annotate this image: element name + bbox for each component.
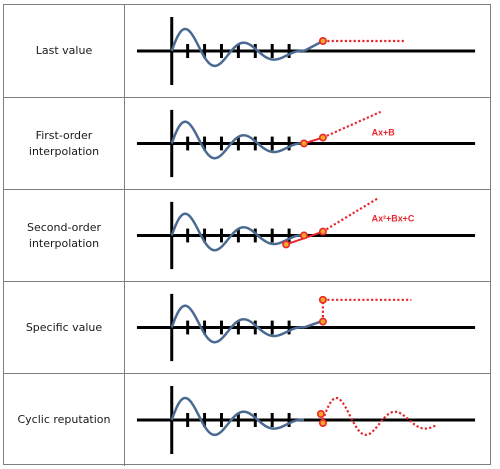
- plot-specific-value: [125, 282, 490, 373]
- signal-curve: [170, 212, 305, 252]
- sample-point-marker: [318, 133, 327, 142]
- label-cell: First-order interpolation: [4, 98, 125, 189]
- plot-svg: Ax+B: [136, 109, 476, 178]
- plot-first-order: Ax+B: [125, 98, 490, 189]
- signal-curve: [170, 120, 305, 160]
- sample-point-marker: [300, 231, 308, 240]
- sample-point-marker: [316, 409, 325, 418]
- plot-svg: [136, 386, 476, 454]
- signal-curve: [170, 27, 305, 68]
- sample-point-marker: [318, 36, 327, 45]
- row-last-value: Last value: [4, 5, 490, 97]
- linear-extrapolation: [322, 110, 382, 139]
- plot-second-order: Ax²+Bx+C: [125, 190, 490, 281]
- signal-end: [303, 320, 322, 329]
- row-first-order: First-order interpolation Ax+B: [4, 97, 490, 189]
- sample-point-marker: [318, 295, 327, 304]
- row-specific-value: Specific value: [4, 281, 490, 373]
- label-cell: Last value: [4, 5, 125, 97]
- plot-cyclic: [125, 374, 490, 466]
- extrapolation-methods-table: Last value First-order interpolation Ax+…: [3, 4, 491, 466]
- method-label: Cyclic reputation: [17, 413, 111, 426]
- plot-svg: Ax²+Bx+C: [136, 196, 476, 270]
- label-cell: Cyclic reputation: [4, 374, 125, 466]
- quadratic-extrapolation: [322, 196, 380, 233]
- plot-svg: [136, 17, 476, 85]
- plot-last-value: [125, 5, 490, 97]
- signal-curve: [170, 396, 305, 437]
- label-cell: Specific value: [4, 282, 125, 373]
- method-label: First-order interpolation: [28, 128, 100, 158]
- signal-curve: [170, 304, 305, 344]
- formula-label: Ax+B: [372, 128, 396, 138]
- method-label: Specific value: [25, 320, 103, 334]
- sample-point-marker: [300, 139, 308, 148]
- plot-svg: [136, 293, 476, 362]
- sample-point-marker: [318, 317, 327, 326]
- sample-point-marker: [318, 418, 327, 427]
- specific-value-extrapolation: [321, 298, 412, 322]
- sample-point-marker: [318, 227, 327, 236]
- method-label: Second-order interpolation: [27, 220, 101, 250]
- formula-label: Ax²+Bx+C: [372, 214, 415, 224]
- row-second-order: Second-order interpolation Ax²+Bx+C: [4, 189, 490, 281]
- label-cell: Second-order interpolation: [4, 190, 125, 281]
- row-cyclic: Cyclic reputation: [4, 373, 490, 466]
- cyclic-extrapolation: [321, 396, 437, 436]
- sample-point-marker: [282, 240, 291, 249]
- method-label: Last value: [35, 44, 93, 57]
